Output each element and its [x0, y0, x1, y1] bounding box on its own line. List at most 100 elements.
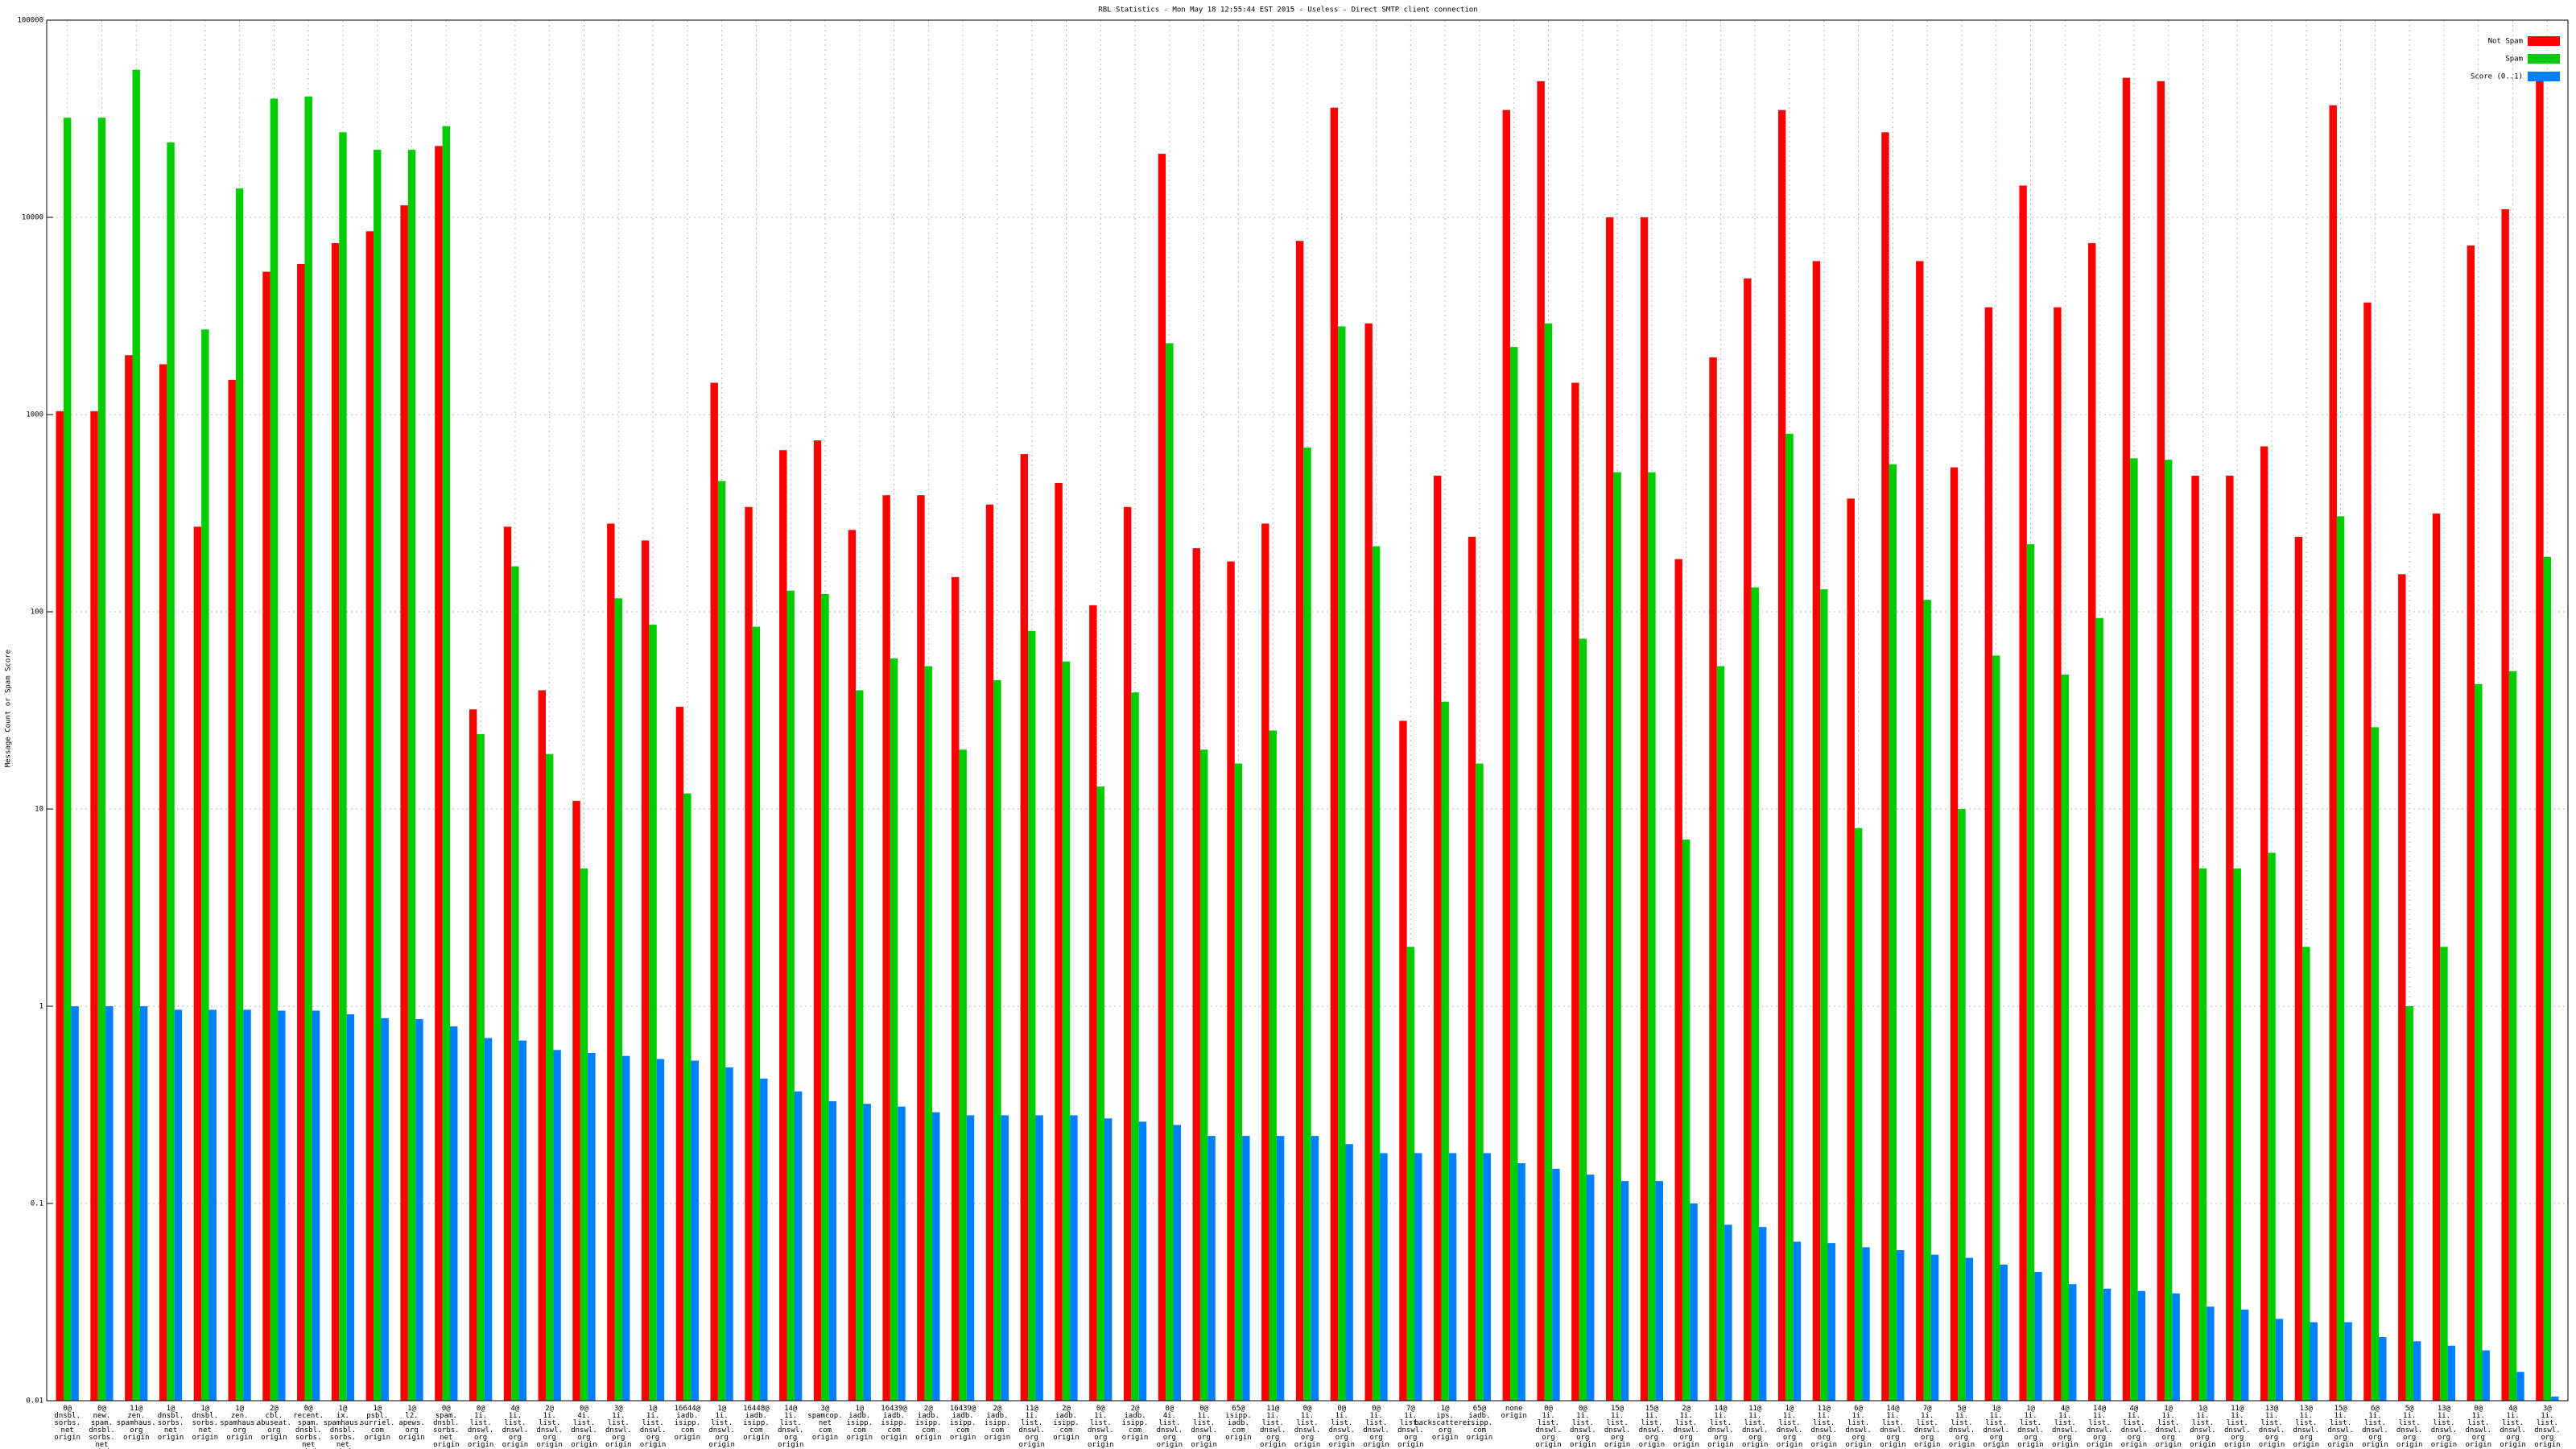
bar: [2475, 683, 2483, 1401]
x-tick-label: 1@ dnsbl. sorbs. net origin: [158, 1405, 184, 1442]
bar: [1579, 638, 1587, 1401]
bar: [1330, 107, 1339, 1401]
y-axis-label: Message Count or Spam Score: [5, 650, 13, 767]
x-tick-label: 2@ 1i. list. dnswl. org origin: [536, 1405, 563, 1449]
bar: [1448, 1153, 1457, 1401]
bar: [1035, 1115, 1043, 1401]
bar: [262, 271, 270, 1402]
bar: [365, 231, 374, 1401]
bar: [1777, 109, 1786, 1401]
bar: [270, 98, 279, 1401]
bar: [1827, 1243, 1835, 1401]
x-tick-label: 1@ 1i. list. dnswl. org origin: [1983, 1405, 2009, 1449]
bar: [1897, 1249, 1905, 1401]
bar: [1793, 1241, 1802, 1401]
bar: [1364, 323, 1373, 1401]
bar: [1854, 828, 1863, 1401]
bar: [1992, 655, 2000, 1401]
bar: [2275, 1319, 2284, 1401]
x-tick-label: 16439@ iadb. isipp. com origin: [881, 1405, 907, 1442]
bar: [2172, 1293, 2180, 1401]
bar: [1166, 343, 1174, 1401]
bar: [538, 690, 546, 1401]
bar: [1303, 448, 1311, 1401]
bar: [167, 142, 175, 1401]
bar: [1468, 536, 1476, 1401]
bar: [1965, 1257, 1974, 1401]
bar: [890, 658, 898, 1401]
bar: [2095, 617, 2103, 1401]
x-tick-label: 16439@ iadb. isipp. com origin: [950, 1405, 976, 1442]
bar: [2087, 243, 2096, 1402]
bar: [1261, 523, 1269, 1401]
x-tick-label: 14@ 1i. list. dnswl. org origin: [1880, 1405, 1906, 1449]
x-tick-label: 0@ 1i. list. dnswl. org origin: [1535, 1405, 1562, 1449]
bar: [1812, 261, 1821, 1402]
x-tick-label: 13@ 1i. list. dnswl. org origin: [2431, 1405, 2458, 1449]
bar: [381, 1018, 389, 1401]
x-tick-label: 11@ 1i. list. dnswl. org origin: [1260, 1405, 1286, 1449]
x-tick-label: 11@ 1i. list. dnswl. org origin: [1018, 1405, 1045, 1449]
bar: [1862, 1247, 1870, 1401]
bar: [2329, 105, 2337, 1402]
x-tick-label: 13@ 1i. list. dnswl. org origin: [2293, 1405, 2320, 1449]
bar: [993, 679, 1001, 1401]
bar: [1820, 589, 1828, 1401]
bar: [725, 1067, 733, 1401]
bar: [863, 1104, 871, 1401]
bar: [2363, 302, 2372, 1402]
plot-frame: [46, 19, 2569, 1402]
x-tick-label: 4@ 1i. list. dnswl. org origin: [2052, 1405, 2079, 1449]
bar: [1199, 749, 1208, 1401]
bar: [1690, 1203, 1698, 1401]
x-tick-label: 0@ 1i. list. dnswl. org origin: [1088, 1405, 1114, 1449]
bar: [56, 411, 64, 1401]
bar: [132, 69, 140, 1401]
bar: [2260, 446, 2268, 1402]
x-tick-label: 15@ 1i. list. dnswl. org origin: [1639, 1405, 1666, 1449]
bar: [1751, 587, 1759, 1401]
bar: [1476, 763, 1484, 1401]
bar: [710, 382, 718, 1401]
bar: [1338, 326, 1346, 1401]
bar: [952, 576, 960, 1401]
bar: [1544, 323, 1553, 1401]
x-tick-label: 4@ 1i. list. dnswl. org origin: [2121, 1405, 2148, 1449]
bar: [346, 1014, 355, 1401]
x-tick-label: 7@ 1i. list. dnswl. org origin: [1397, 1405, 1424, 1449]
x-tick-label: 3@ spamcop. net com origin: [807, 1405, 842, 1442]
bar: [2191, 475, 2199, 1401]
x-tick-label: 1@ iadb. isipp. com origin: [847, 1405, 873, 1442]
x-tick-label: 0@ 4i. list. dnswl. org origin: [571, 1405, 597, 1449]
x-tick-label: 1@ 1i. list. dnswl. org origin: [1777, 1405, 1803, 1449]
bar: [125, 355, 133, 1401]
x-tick-label: 15@ 1i. list. dnswl. org origin: [2327, 1405, 2354, 1449]
x-tick-label: 2@ iadb. isipp. com origin: [915, 1405, 942, 1442]
bar: [477, 733, 485, 1401]
bar: [2467, 245, 2475, 1401]
bar: [1785, 433, 1794, 1402]
x-tick-label: 65@ iadb. isipp. com origin: [1467, 1405, 1493, 1442]
bar: [717, 481, 726, 1402]
bar: [139, 1006, 148, 1401]
bar: [1372, 546, 1381, 1402]
x-tick-label: 0@ 1i. list. dnswl. org origin: [2465, 1405, 2491, 1449]
bar: [2508, 671, 2517, 1401]
bar: [1269, 730, 1277, 1401]
bar: [1502, 109, 1511, 1401]
x-tick-label: 6@ 1i. list. dnswl. org origin: [2362, 1405, 2388, 1449]
bar: [1138, 1121, 1147, 1401]
bar: [745, 506, 753, 1402]
bar: [2482, 1350, 2490, 1401]
bar: [1571, 382, 1579, 1401]
bar: [1537, 80, 1545, 1401]
bar: [752, 626, 761, 1401]
bar: [278, 1010, 286, 1401]
legend-label: Score (0..1): [2471, 73, 2523, 81]
bar: [1587, 1174, 1595, 1401]
bar: [2302, 947, 2310, 1401]
